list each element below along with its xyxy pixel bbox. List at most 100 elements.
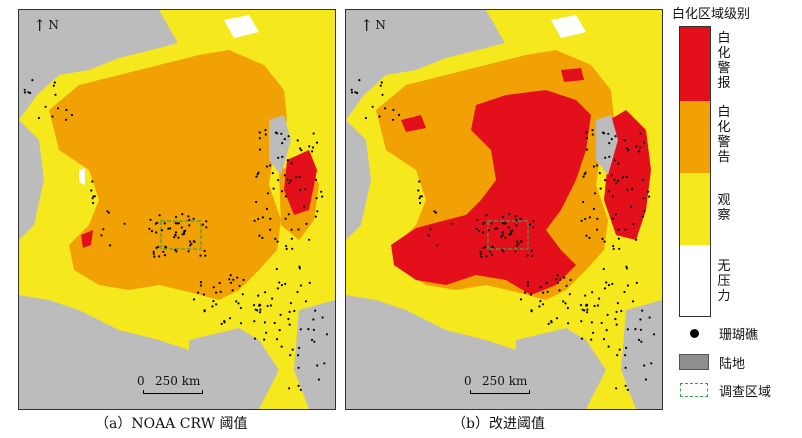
coral-reef-dot	[158, 255, 161, 258]
coral-reef-dot	[258, 148, 262, 151]
land-area	[294, 300, 335, 409]
coral-reef-dot	[579, 304, 583, 307]
coral-reef-dot	[158, 214, 161, 217]
coral-reef-dot	[563, 276, 566, 279]
legend-title: 白化区域级别	[672, 7, 751, 22]
coral-reef-dot	[181, 213, 184, 216]
coral-reef-dot	[202, 293, 205, 296]
coral-reef-dot	[631, 300, 635, 303]
coral-reef-dot	[392, 118, 395, 121]
coral-reef-dot	[627, 149, 630, 152]
coral-reef-dot	[626, 284, 629, 287]
coral-reef-dot	[604, 156, 607, 159]
coral-reef-dot	[205, 226, 208, 229]
coral-reef-dot	[641, 215, 644, 218]
coral-reef-dot	[299, 328, 302, 331]
coral-reef-dot	[174, 231, 178, 234]
coral-reef-dot	[604, 179, 607, 182]
coral-reef-dot	[92, 195, 95, 198]
coral-reef-dot	[298, 175, 301, 179]
coral-reef-dot	[298, 267, 301, 270]
map-panel-improved: ↑ N 0 250 km	[345, 9, 663, 410]
coral-reef-dot	[253, 219, 256, 222]
alert-area	[81, 230, 93, 248]
coral-reef-dot	[310, 338, 314, 341]
coral-reef-dot	[634, 328, 637, 331]
coral-reef-dot	[529, 293, 532, 296]
coral-reef-dot	[603, 132, 606, 135]
coral-reef-dot	[254, 308, 257, 311]
coral-reef-dot	[475, 227, 478, 230]
coral-reef-dot	[526, 284, 529, 287]
coral-reef-dot	[102, 228, 105, 231]
coral-reef-dot	[280, 345, 283, 348]
coral-reef-dot	[275, 338, 279, 341]
coral-reef-dot	[258, 234, 261, 237]
coral-reef-dot	[531, 254, 534, 257]
coral-reef-dot	[163, 222, 166, 225]
coral-reef-dot	[611, 195, 614, 198]
map-a-svg	[19, 10, 335, 409]
coral-reef-dot	[524, 291, 527, 294]
coral-reef-dot	[305, 222, 308, 225]
coral-reef-dot	[479, 252, 482, 255]
scale-bar: 0 250 km	[137, 374, 207, 394]
coral-reef-dot	[314, 215, 317, 218]
coral-reef-dot	[187, 250, 190, 253]
coral-reef-dot	[624, 384, 627, 387]
coral-reef-dot	[489, 250, 492, 253]
coral-reef-dot	[123, 222, 126, 225]
coral-reef-dot	[229, 274, 232, 277]
coral-reef-dot	[23, 88, 26, 91]
coral-reef-dot	[299, 188, 302, 191]
coral-reef-dot	[392, 108, 395, 112]
coral-reef-dot	[284, 282, 287, 285]
coral-reef-dot	[289, 179, 293, 182]
coral-reef-dot	[285, 244, 288, 248]
coral-reef-dot	[586, 308, 589, 311]
coral-reef-dot	[550, 320, 553, 323]
coral-reef-dot	[303, 205, 306, 208]
coral-reef-dot	[308, 281, 311, 284]
coral-reef-dot	[530, 309, 533, 312]
coral-reef-dot	[269, 228, 272, 231]
coral-reef-dot	[289, 302, 292, 305]
coral-reef-dot	[257, 171, 260, 174]
coral-reef-dot	[321, 316, 324, 319]
coral-reef-dot	[598, 297, 601, 300]
coral-reef-dot	[639, 132, 642, 135]
legend-color-ramp	[679, 26, 711, 317]
coral-reef-dot	[291, 247, 294, 250]
coral-reef-dot	[239, 306, 242, 310]
coral-reef-dot	[109, 244, 112, 247]
coral-reef-dot	[477, 230, 480, 233]
alert-area	[391, 90, 591, 295]
coral-reef-dot	[592, 165, 596, 168]
coral-reef-dot	[567, 322, 570, 325]
coral-reef-dot	[275, 267, 278, 271]
coral-reef-dot	[617, 162, 620, 165]
coral-reef-dot	[615, 323, 618, 326]
coral-reef-dot	[623, 139, 626, 142]
legend-label-warning: 白化警告	[717, 105, 731, 165]
coral-reef-dot	[299, 388, 302, 391]
coral-reef-dot	[314, 178, 318, 181]
coral-reef-dot	[515, 240, 518, 243]
coral-reef-dot	[624, 228, 627, 231]
coral-reef-dot	[591, 129, 594, 132]
coral-reef-dot	[51, 115, 54, 118]
coral-reef-dot	[585, 303, 588, 306]
scale-zero: 0	[464, 374, 472, 388]
coral-reef-dot	[323, 362, 326, 365]
coral-reef-dot	[289, 354, 292, 357]
coral-reef-dot	[641, 178, 645, 181]
coral-reef-dot	[510, 232, 513, 235]
coral-reef-dot	[433, 210, 436, 213]
coral-reef-dot	[294, 176, 297, 179]
north-label: N	[48, 18, 59, 32]
coral-reef-dot	[590, 338, 593, 341]
legend-label-watch: 观察	[717, 193, 731, 223]
coral-reef-dot	[258, 303, 261, 306]
coral-reef-dot	[205, 220, 208, 223]
coral-reef-dot	[593, 304, 596, 308]
